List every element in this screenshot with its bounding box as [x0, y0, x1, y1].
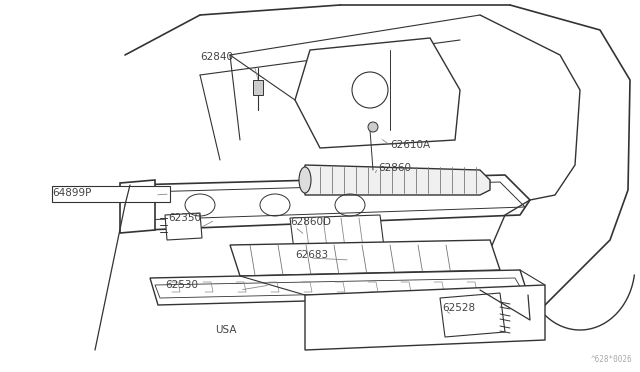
Text: ^628*0026: ^628*0026	[590, 355, 632, 364]
Text: 62683: 62683	[295, 250, 328, 260]
Polygon shape	[155, 278, 522, 298]
Polygon shape	[440, 293, 505, 337]
Polygon shape	[52, 186, 170, 202]
Ellipse shape	[299, 167, 311, 193]
Text: 62610A: 62610A	[390, 140, 430, 150]
Text: 62350: 62350	[168, 213, 201, 223]
Text: USA: USA	[215, 325, 237, 335]
Text: 62840: 62840	[200, 52, 233, 62]
Polygon shape	[305, 165, 490, 195]
Polygon shape	[165, 213, 202, 240]
Polygon shape	[253, 80, 263, 95]
Circle shape	[368, 122, 378, 132]
Text: 64899P: 64899P	[52, 188, 92, 198]
Text: 62530: 62530	[165, 280, 198, 290]
Polygon shape	[230, 240, 500, 276]
Text: 62528: 62528	[442, 303, 475, 313]
Polygon shape	[295, 38, 460, 148]
Polygon shape	[150, 270, 528, 305]
Text: 62860: 62860	[378, 163, 411, 173]
Polygon shape	[290, 215, 385, 258]
Text: 62860D: 62860D	[290, 217, 331, 227]
Polygon shape	[120, 180, 155, 233]
Polygon shape	[305, 285, 545, 350]
